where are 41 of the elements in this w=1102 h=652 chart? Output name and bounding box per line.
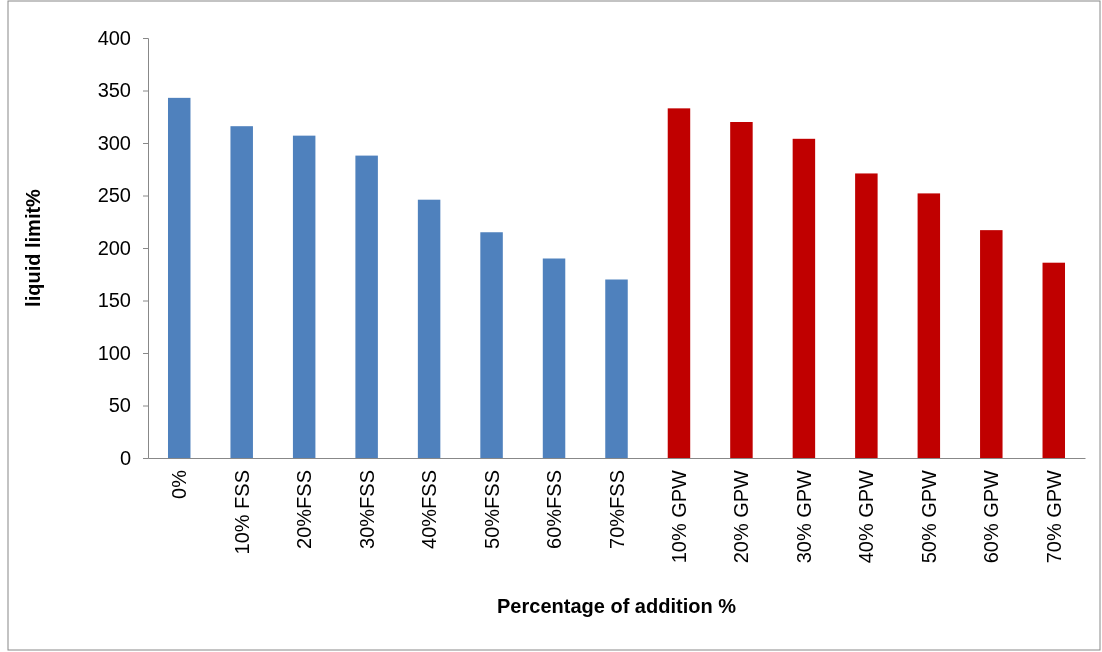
y-tick-label: 50 <box>108 394 131 417</box>
x-tick-label: 10% GPW <box>667 469 690 564</box>
bar <box>230 126 253 458</box>
bar <box>542 258 566 458</box>
x-tick-label: 10% FSS <box>230 470 253 555</box>
x-tick-label: 30% GPW <box>792 469 815 564</box>
y-tick-label: 300 <box>97 131 131 154</box>
bar <box>667 108 691 458</box>
x-tick-label: 30%FSS <box>355 470 378 549</box>
x-tick-label: 60%FSS <box>543 470 566 549</box>
x-tick-label: 60% GPW <box>980 469 1003 564</box>
bar <box>980 230 1003 458</box>
bar <box>855 173 878 458</box>
x-tick-label: 40%FSS <box>418 470 441 549</box>
y-tick-label: 400 <box>97 26 131 49</box>
bar <box>355 155 378 458</box>
x-tick-label: 20% GPW <box>730 469 753 564</box>
bar <box>605 279 628 458</box>
y-tick-label: 350 <box>97 79 131 102</box>
y-tick-label: 250 <box>97 184 131 207</box>
bar <box>1042 262 1066 458</box>
bar <box>792 138 816 458</box>
bar <box>917 193 941 458</box>
bar <box>417 199 441 458</box>
x-tick-label: 70%FSS <box>605 470 628 549</box>
x-tick-label: 70% GPW <box>1042 469 1065 564</box>
x-tick-label: 40% GPW <box>855 469 878 564</box>
y-tick-label: 150 <box>97 289 131 312</box>
y-axis-title: liquid limit% <box>22 188 44 307</box>
x-tick-label: 50%FSS <box>480 470 503 549</box>
x-tick-label: 20%FSS <box>293 470 316 549</box>
bar <box>730 122 753 458</box>
y-tick-label: 200 <box>97 236 131 259</box>
bar <box>167 97 191 458</box>
x-axis-title: Percentage of addition % <box>497 595 737 617</box>
bar <box>480 232 503 458</box>
bar <box>292 135 316 458</box>
x-tick-label: 0% <box>168 469 191 499</box>
y-tick-label: 0 <box>119 446 131 469</box>
x-tick-label: 50% GPW <box>917 469 940 564</box>
y-tick-label: 100 <box>97 341 131 364</box>
